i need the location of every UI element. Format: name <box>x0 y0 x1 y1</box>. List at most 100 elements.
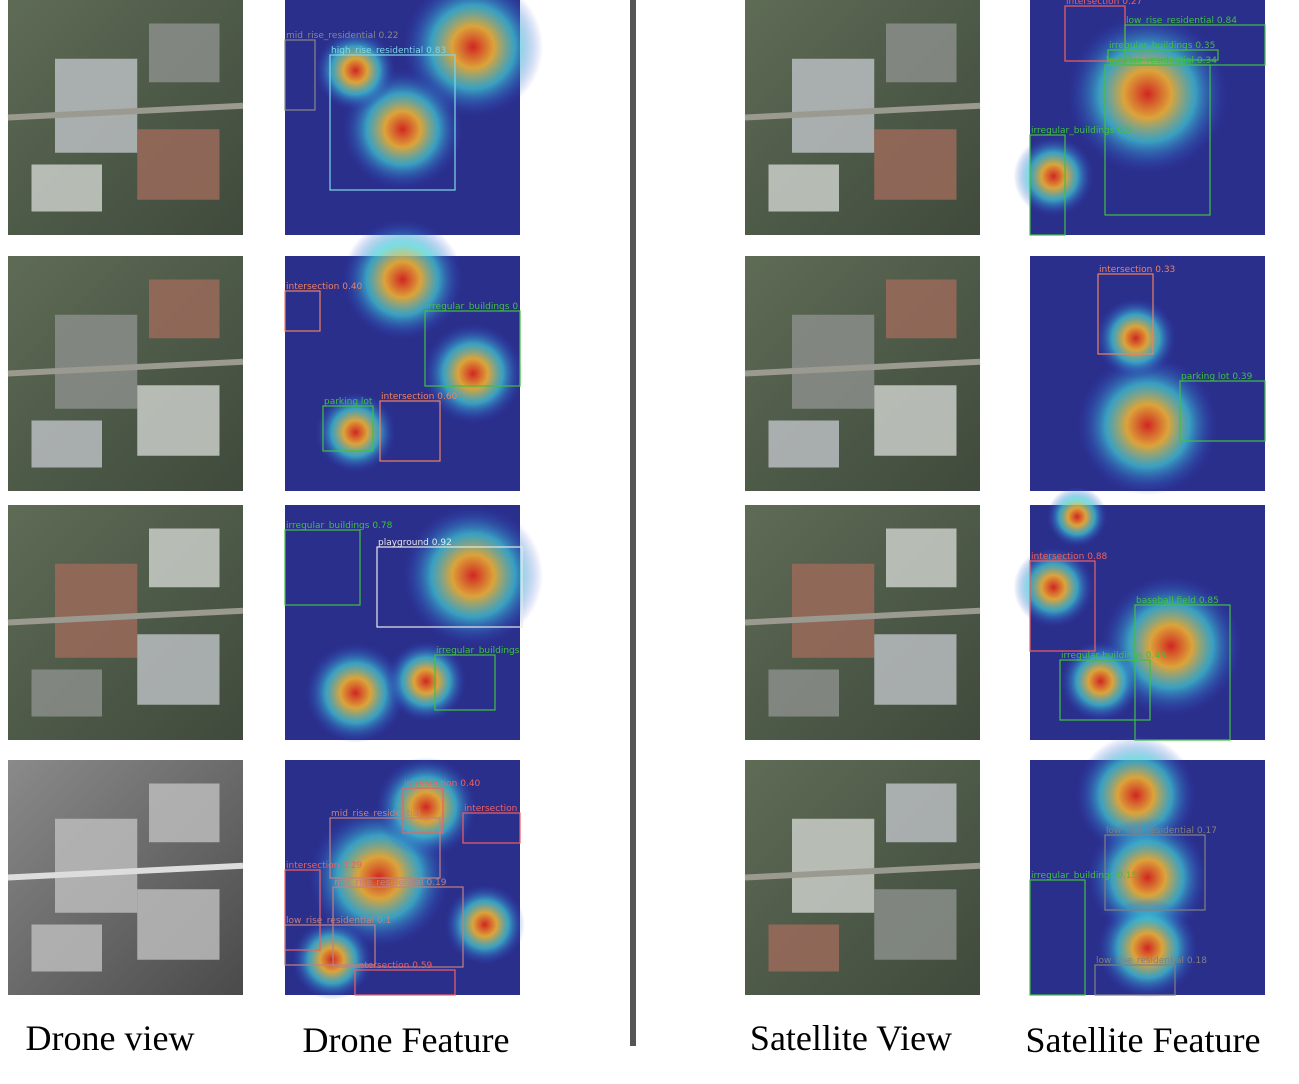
building <box>31 420 102 468</box>
detection-label: intersection <box>464 804 517 814</box>
building <box>137 129 220 200</box>
road <box>7 102 244 121</box>
detection-label: playground 0.92 <box>378 538 452 548</box>
detection-box <box>1029 134 1066 236</box>
heat-blob <box>1095 298 1176 379</box>
heat-blob <box>1060 641 1141 722</box>
building <box>768 164 839 212</box>
detection-box <box>284 529 361 606</box>
detection-label: mid_rise_residential <box>331 809 421 819</box>
caption: Satellite View <box>750 1018 952 1058</box>
detection-box <box>1059 659 1151 721</box>
detection-label: irregular_buildings 0.5 <box>1031 126 1132 136</box>
building <box>874 129 957 200</box>
road <box>744 102 981 121</box>
detection-label: low_rise_residential 0.1 <box>286 916 391 926</box>
building <box>886 279 957 339</box>
building <box>149 279 220 339</box>
building <box>874 385 957 456</box>
building <box>137 634 220 705</box>
road <box>7 607 244 626</box>
building <box>55 818 138 913</box>
detection-label: intersection 0.40 <box>404 779 481 789</box>
detection-label: irregular_buildings 0.15 <box>1031 871 1137 881</box>
building <box>137 385 220 456</box>
detection-label: intersection 0.60 <box>381 392 458 402</box>
heat-blob <box>386 641 466 722</box>
detection-label: high_rise_residential 0.83 <box>331 46 446 56</box>
detection-label: intersection 0.29 <box>286 861 363 871</box>
detection-label: irregular_buildings 0.35 <box>1109 41 1215 51</box>
heat-blob <box>1013 547 1094 628</box>
detection-box <box>1104 64 1211 216</box>
detection-box <box>1107 49 1219 61</box>
detection-label: low_rise_residential 0.84 <box>1126 16 1237 26</box>
heat-blob <box>376 757 476 857</box>
detection-box <box>329 54 456 191</box>
detection-label: low_rise_residential 0.34 <box>1106 56 1217 66</box>
detection-label: irregular_buildings 0 <box>426 302 518 312</box>
road <box>744 862 981 881</box>
heat-blob <box>315 30 396 111</box>
road <box>7 862 244 881</box>
detection-label: intersection 0.27 <box>1066 0 1142 7</box>
detection-box <box>1029 560 1096 652</box>
caption: Satellite Feature <box>1026 1020 1261 1060</box>
heat-blob <box>342 219 463 340</box>
detection-label: parking lot 0.39 <box>1181 372 1253 382</box>
heat-blob <box>423 323 523 424</box>
detection-label: mid_rise_residential 0.22 <box>286 31 399 41</box>
detection-label: irregular buildings 0.43 <box>1061 651 1166 661</box>
heat-blob <box>1077 355 1218 496</box>
detection-label: intersection 0.40 <box>286 282 363 292</box>
detection-box <box>1134 604 1231 741</box>
building <box>768 669 839 717</box>
building <box>792 818 875 913</box>
heat-blob <box>1067 14 1228 174</box>
detection-label: low_rise_residential 0.18 <box>1096 956 1207 966</box>
detection-label: low_rise_residential 0.17 <box>1106 826 1217 836</box>
building <box>55 58 138 153</box>
building <box>768 924 839 972</box>
building <box>149 23 220 83</box>
detection-label: intersection 0.33 <box>1099 265 1175 275</box>
detection-box <box>1097 273 1154 355</box>
building <box>874 889 957 960</box>
detection-label: intersection 0.88 <box>1031 552 1108 562</box>
heat-blob <box>403 505 543 646</box>
building <box>149 528 220 588</box>
building <box>886 783 957 843</box>
building <box>768 420 839 468</box>
detection-box <box>1179 380 1266 442</box>
building <box>31 924 102 972</box>
caption: Drone view <box>26 1018 195 1058</box>
road <box>744 358 981 377</box>
detection-label: baseball field 0.85 <box>1136 596 1219 606</box>
building <box>31 669 102 717</box>
detection-box <box>284 869 321 951</box>
detection-box <box>1104 834 1206 911</box>
heat-blob <box>292 919 372 1000</box>
detection-label: intersection 0.59 <box>356 961 433 971</box>
building <box>792 563 875 658</box>
heat-blob <box>1047 486 1107 547</box>
detection-box <box>1094 964 1176 996</box>
detection-label: irregular_buildings 0.78 <box>286 521 393 531</box>
building <box>886 23 957 83</box>
detection-box <box>1029 879 1086 996</box>
road <box>744 607 981 626</box>
heat-blob <box>305 643 406 743</box>
building <box>55 563 138 658</box>
building <box>874 634 957 705</box>
detection-box <box>332 886 464 968</box>
detection-box <box>329 817 441 879</box>
detection-label: irregular_buildings <box>436 646 520 656</box>
detection-box <box>322 405 374 452</box>
detection-box <box>284 924 376 966</box>
detection-box <box>376 546 523 628</box>
building <box>55 314 138 409</box>
caption: Drone Feature <box>303 1020 510 1060</box>
building <box>31 164 102 212</box>
